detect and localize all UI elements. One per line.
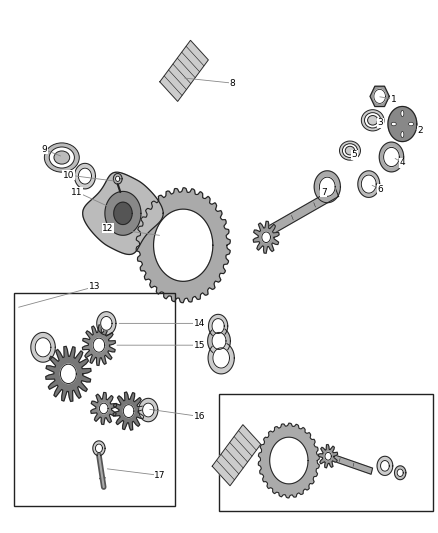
Ellipse shape [401, 110, 404, 117]
Text: 2: 2 [417, 126, 423, 135]
Ellipse shape [391, 122, 396, 126]
Polygon shape [31, 333, 55, 362]
Text: 1: 1 [391, 94, 396, 103]
Polygon shape [78, 168, 92, 184]
Polygon shape [91, 392, 117, 424]
Bar [219, 394, 433, 511]
Polygon shape [46, 346, 91, 401]
Polygon shape [82, 325, 116, 366]
Polygon shape [397, 469, 403, 477]
Polygon shape [93, 441, 105, 456]
Polygon shape [95, 444, 102, 453]
Ellipse shape [343, 144, 357, 157]
Text: 7: 7 [321, 188, 327, 197]
Polygon shape [388, 107, 417, 142]
Polygon shape [99, 403, 108, 414]
Polygon shape [262, 232, 271, 243]
Text: 17: 17 [154, 471, 166, 480]
Polygon shape [261, 188, 339, 239]
Polygon shape [113, 173, 122, 184]
Polygon shape [384, 148, 399, 166]
Polygon shape [361, 175, 376, 193]
Polygon shape [105, 191, 141, 235]
Text: 8: 8 [229, 78, 235, 87]
Polygon shape [160, 41, 208, 101]
Ellipse shape [49, 147, 74, 168]
Ellipse shape [361, 110, 384, 131]
Text: 12: 12 [102, 224, 113, 233]
Polygon shape [60, 364, 76, 384]
Text: 11: 11 [71, 188, 83, 197]
Polygon shape [113, 392, 144, 430]
Ellipse shape [44, 143, 79, 172]
Polygon shape [101, 317, 112, 330]
Polygon shape [374, 90, 385, 103]
Polygon shape [74, 164, 95, 189]
Polygon shape [97, 312, 116, 335]
Polygon shape [143, 403, 154, 417]
Bar [14, 293, 175, 506]
Polygon shape [253, 221, 279, 253]
Text: 10: 10 [63, 171, 74, 180]
Polygon shape [35, 338, 51, 357]
Polygon shape [379, 142, 404, 172]
Polygon shape [212, 333, 226, 350]
Polygon shape [325, 452, 373, 474]
Polygon shape [93, 338, 105, 352]
Polygon shape [213, 348, 230, 368]
Polygon shape [377, 456, 393, 475]
Polygon shape [318, 445, 338, 468]
Text: 13: 13 [89, 282, 100, 291]
Polygon shape [358, 171, 380, 197]
Polygon shape [258, 423, 319, 498]
Polygon shape [325, 453, 331, 460]
Text: 15: 15 [194, 341, 205, 350]
Text: 6: 6 [378, 185, 383, 194]
Ellipse shape [339, 141, 360, 160]
Text: 5: 5 [351, 150, 357, 159]
Ellipse shape [54, 151, 70, 164]
Polygon shape [124, 405, 134, 417]
Text: 16: 16 [194, 412, 205, 421]
Polygon shape [314, 171, 340, 203]
Polygon shape [136, 188, 230, 303]
Polygon shape [208, 342, 234, 374]
Ellipse shape [367, 116, 378, 125]
Polygon shape [370, 86, 389, 107]
Polygon shape [395, 466, 406, 480]
Polygon shape [83, 172, 163, 254]
Ellipse shape [409, 122, 413, 126]
Polygon shape [116, 176, 120, 181]
Polygon shape [381, 461, 389, 471]
Polygon shape [319, 177, 335, 196]
Polygon shape [208, 314, 228, 338]
Text: 14: 14 [194, 319, 205, 328]
Ellipse shape [401, 132, 404, 138]
Polygon shape [212, 319, 224, 334]
Text: 9: 9 [42, 145, 47, 154]
Ellipse shape [364, 112, 381, 128]
Polygon shape [212, 425, 261, 486]
Text: 4: 4 [399, 158, 405, 167]
Polygon shape [139, 398, 158, 422]
Ellipse shape [345, 146, 355, 155]
Text: 3: 3 [378, 118, 383, 127]
Polygon shape [208, 327, 230, 355]
Polygon shape [114, 202, 132, 224]
